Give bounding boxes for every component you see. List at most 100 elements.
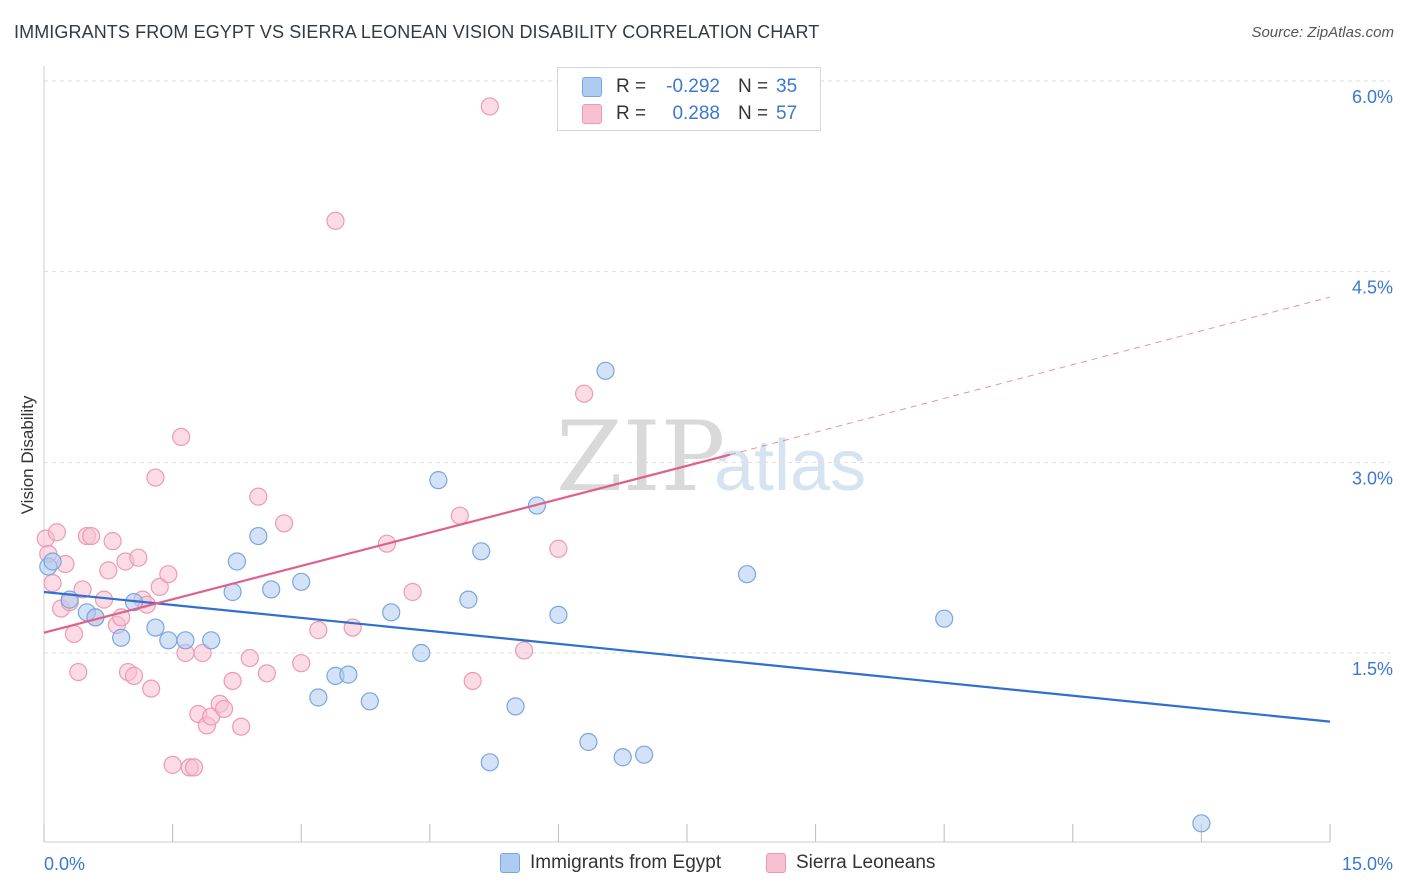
legend-item-sierra: Sierra Leoneans	[766, 852, 935, 874]
legend-r-label: R =	[616, 76, 647, 97]
x-tick-label-min: 0.0%	[44, 854, 85, 874]
egypt-point-7	[146, 618, 165, 637]
egypt-point-16	[309, 688, 328, 707]
egypt-point-21	[412, 643, 431, 663]
legend-swatch-egypt	[582, 77, 602, 97]
egypt-point-35	[1192, 814, 1211, 833]
sierra-point-34	[193, 643, 212, 663]
watermark-atlas: atlas	[714, 426, 866, 506]
watermark: ZIP atlas	[556, 401, 866, 513]
y-tick-label-3: 6.0%	[1352, 87, 1393, 107]
egypt-point-13	[249, 526, 268, 546]
legend-n-label: N =	[738, 76, 769, 97]
correlation-legend: R = -0.292 N = 35 R = 0.288 N = 57	[557, 67, 821, 131]
series-immigrants-from-egypt	[39, 361, 1211, 833]
sierra-point-15	[103, 532, 122, 551]
egypt-point-8	[159, 631, 178, 650]
legend-swatch-sierra	[766, 853, 786, 873]
y-tick-labels: 1.5% 3.0% 4.5% 6.0%	[1352, 87, 1393, 679]
legend-r-value: -0.292	[666, 76, 720, 97]
egypt-point-20	[382, 603, 401, 622]
sierra-point-38	[214, 699, 234, 719]
sierra-point-14	[99, 561, 118, 580]
sierra-point-3	[47, 523, 66, 542]
sierra-point-51	[450, 506, 469, 525]
egypt-point-1	[43, 552, 62, 571]
sierra-point-29	[172, 427, 191, 447]
watermark-zip: ZIP	[556, 401, 725, 513]
sierra-point-44	[274, 514, 294, 533]
x-tick-labels: 0.0% 15.0%	[44, 854, 1393, 874]
sierra-point-47	[326, 211, 345, 230]
egypt-point-14	[262, 580, 281, 599]
legend-r-value: 0.288	[672, 103, 720, 124]
sierra-point-20	[124, 666, 144, 685]
sierra-point-52	[463, 671, 482, 691]
legend-row-sierra: R = 0.288 N = 57	[582, 101, 797, 127]
legend-label-egypt: Immigrants from Egypt	[530, 852, 722, 873]
egypt-point-25	[480, 753, 499, 772]
trend-lines	[43, 296, 1331, 723]
egypt-point-30	[596, 361, 615, 380]
series-sierra-leoneans	[36, 97, 594, 777]
chart-title: IMMIGRANTS FROM EGYPT VS SIERRA LEONEAN …	[14, 22, 820, 42]
sierra-point-7	[64, 624, 84, 644]
egypt-point-24	[472, 542, 491, 561]
sierra-point-21	[129, 548, 148, 567]
sierra-point-25	[146, 468, 165, 487]
egypt-point-28	[549, 605, 568, 624]
legend-label-sierra: Sierra Leoneans	[796, 852, 936, 873]
sierra-point-50	[403, 582, 422, 602]
sierra-point-43	[257, 664, 277, 683]
egypt-point-23	[459, 590, 478, 609]
y-tick-label-0: 1.5%	[1352, 659, 1393, 679]
sierra-point-41	[240, 648, 259, 668]
legend-swatch-sierra	[582, 104, 602, 124]
sierra-point-39	[223, 671, 242, 691]
sierra-point-28	[163, 755, 182, 774]
trend-line-egypt	[43, 590, 1331, 723]
egypt-point-15	[292, 572, 311, 591]
sierra-point-40	[232, 717, 251, 736]
egypt-point-18	[339, 665, 358, 684]
sierra-point-46	[309, 621, 328, 640]
y-tick-label-2: 4.5%	[1352, 278, 1393, 298]
sierra-point-45	[292, 654, 311, 673]
sierra-point-42	[249, 487, 268, 506]
egypt-point-32	[635, 745, 654, 764]
legend-row-egypt: R = -0.292 N = 35	[582, 74, 797, 100]
legend-item-egypt: Immigrants from Egypt	[500, 852, 721, 874]
x-tick-label-max: 15.0%	[1342, 854, 1393, 874]
sierra-point-9	[73, 580, 92, 599]
sierra-point-26	[150, 577, 169, 597]
egypt-point-19	[360, 692, 379, 711]
sierra-point-32	[184, 758, 204, 777]
egypt-point-34	[935, 609, 954, 628]
axes	[43, 66, 1331, 843]
legend-n-value: 35	[776, 76, 798, 97]
y-tick-label-1: 3.0%	[1352, 468, 1393, 488]
egypt-point-26	[506, 697, 525, 716]
sierra-point-53	[480, 97, 499, 116]
sierra-point-24	[142, 679, 161, 698]
trend-line-sierra-extension	[729, 296, 1331, 456]
legend-swatch-egypt	[500, 853, 520, 873]
egypt-point-31	[613, 748, 632, 767]
egypt-point-22	[429, 471, 448, 490]
source-label: Source: ZipAtlas.com	[1251, 24, 1394, 41]
legend-n-value: 57	[776, 103, 798, 124]
egypt-point-10	[202, 631, 221, 650]
sierra-point-27	[159, 565, 178, 584]
egypt-point-29	[579, 732, 598, 752]
sierra-point-11	[82, 526, 101, 546]
egypt-point-9	[176, 631, 195, 650]
sierra-point-2	[43, 573, 62, 593]
sierra-point-56	[575, 384, 594, 403]
egypt-point-12	[227, 552, 246, 571]
egypt-point-33	[737, 565, 757, 584]
sierra-point-54	[515, 641, 534, 660]
gridlines	[44, 80, 1390, 654]
sierra-point-55	[549, 539, 568, 558]
egypt-point-5	[112, 628, 131, 647]
